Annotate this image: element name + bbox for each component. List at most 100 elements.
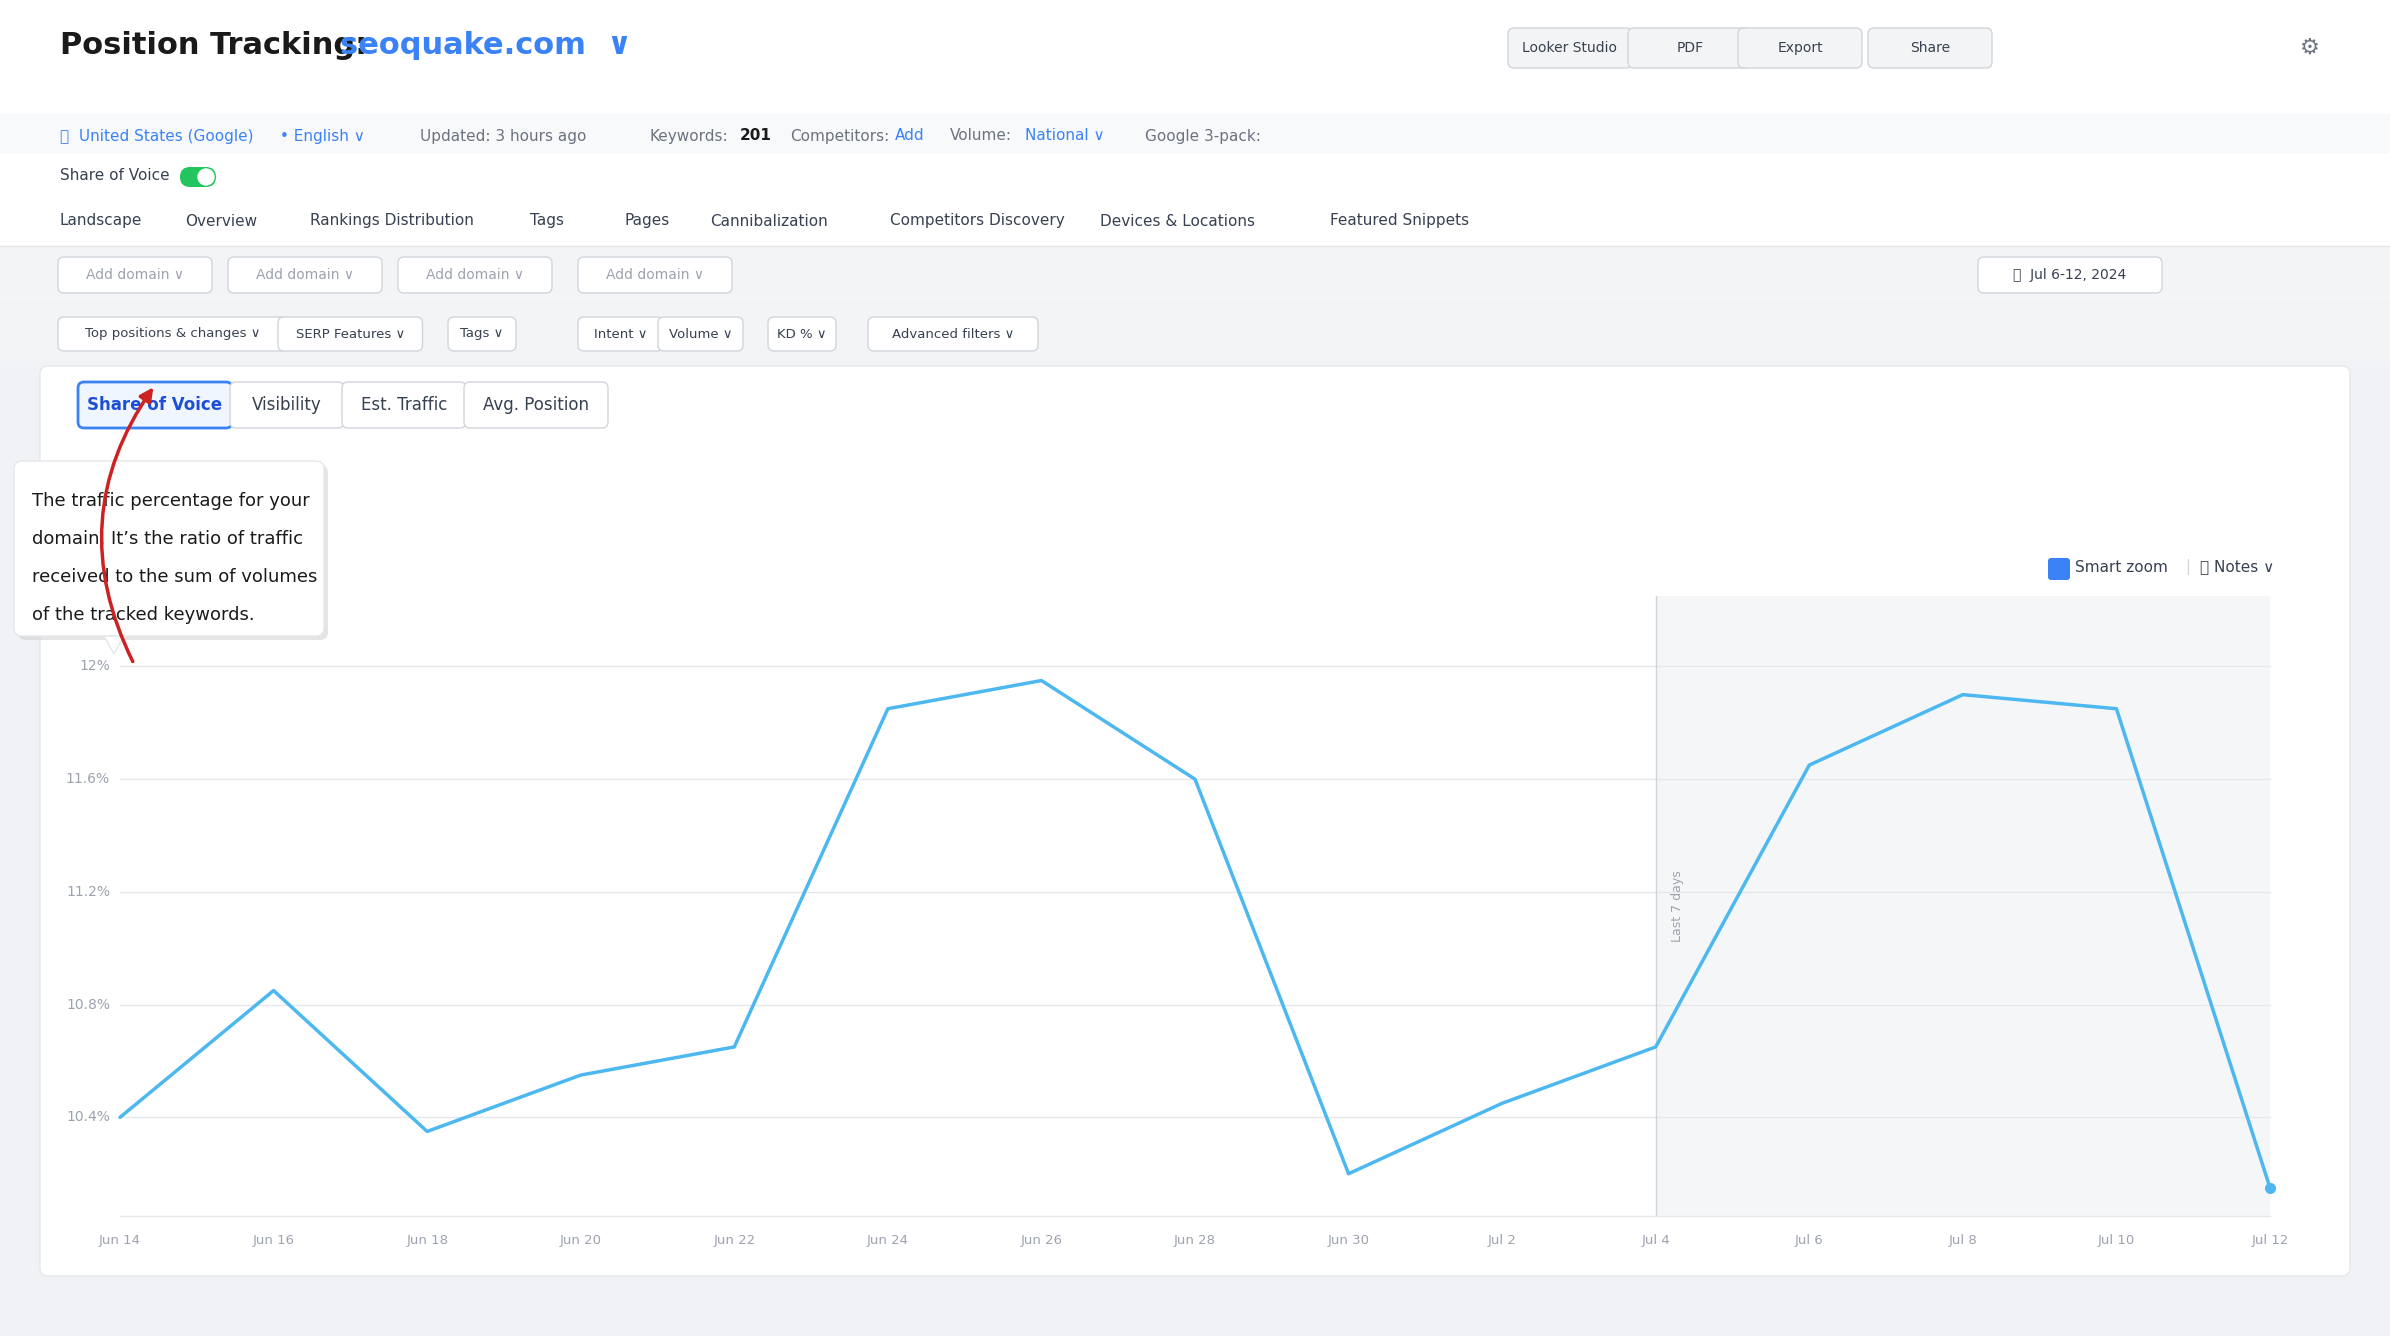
Text: |: | [2184, 558, 2189, 574]
Text: Jul 8: Jul 8 [1948, 1234, 1977, 1246]
Text: Smart zoom: Smart zoom [2075, 560, 2168, 574]
FancyBboxPatch shape [1508, 28, 1632, 68]
Text: Advanced filters ∨: Advanced filters ∨ [891, 327, 1013, 341]
FancyBboxPatch shape [57, 257, 213, 293]
FancyBboxPatch shape [19, 465, 327, 640]
Text: Overview: Overview [184, 214, 258, 228]
Text: Cannibalization: Cannibalization [710, 214, 827, 228]
Text: Jul 10: Jul 10 [2098, 1234, 2134, 1246]
FancyBboxPatch shape [79, 382, 232, 428]
Bar [0, 196, 2390, 246]
FancyBboxPatch shape [447, 317, 516, 351]
FancyBboxPatch shape [1869, 28, 1991, 68]
Text: Intent ∨: Intent ∨ [593, 327, 648, 341]
FancyBboxPatch shape [1510, 29, 1630, 65]
Text: Share of Voice: Share of Voice [88, 395, 222, 414]
Text: Keywords:: Keywords: [650, 128, 729, 143]
Text: ⚙: ⚙ [2299, 37, 2321, 57]
FancyBboxPatch shape [1628, 28, 1752, 68]
Text: Add domain ∨: Add domain ∨ [256, 269, 354, 282]
Text: Jul 12: Jul 12 [2251, 1234, 2290, 1246]
Text: 📋 Notes ∨: 📋 Notes ∨ [2201, 560, 2275, 574]
Text: Top positions & changes ∨: Top positions & changes ∨ [86, 327, 261, 341]
Circle shape [198, 168, 215, 184]
Text: PDF: PDF [1675, 41, 1704, 55]
Text: • English ∨: • English ∨ [280, 128, 366, 143]
Text: Jun 28: Jun 28 [1173, 1234, 1217, 1246]
Text: 11.2%: 11.2% [67, 884, 110, 899]
FancyBboxPatch shape [1869, 29, 1991, 65]
Bar [0, 246, 2390, 301]
Text: Position Tracking:: Position Tracking: [60, 32, 368, 60]
FancyBboxPatch shape [57, 317, 287, 351]
FancyBboxPatch shape [79, 558, 100, 578]
FancyBboxPatch shape [229, 382, 344, 428]
Text: Volume ∨: Volume ∨ [669, 327, 731, 341]
Text: Looker Studio: Looker Studio [1522, 41, 1618, 55]
Text: Google 3-pack:: Google 3-pack: [1145, 128, 1262, 143]
Text: 🖥  United States (Google): 🖥 United States (Google) [60, 128, 253, 143]
Text: Add domain ∨: Add domain ∨ [607, 269, 705, 282]
Text: Share: Share [1910, 41, 1950, 55]
Text: Jun 24: Jun 24 [868, 1234, 908, 1246]
Text: 201: 201 [741, 128, 772, 143]
Text: Export: Export [1778, 41, 1824, 55]
FancyBboxPatch shape [227, 257, 382, 293]
Text: Competitors:: Competitors: [791, 128, 889, 143]
Text: Jun 26: Jun 26 [1021, 1234, 1064, 1246]
Text: Jun 30: Jun 30 [1326, 1234, 1369, 1246]
Text: Visibility: Visibility [251, 395, 323, 414]
Bar [0, 0, 2390, 116]
Text: seoquake.com: seoquake.com [91, 469, 201, 484]
Text: Jun 22: Jun 22 [712, 1234, 755, 1246]
Text: 11.6%: 11.6% [67, 772, 110, 786]
FancyBboxPatch shape [1740, 29, 1859, 65]
Text: Jun 16: Jun 16 [253, 1234, 294, 1246]
Bar [0, 303, 2390, 361]
Text: Pages: Pages [626, 214, 669, 228]
FancyBboxPatch shape [399, 257, 552, 293]
Text: Competitors Discovery: Competitors Discovery [889, 214, 1066, 228]
Polygon shape [105, 636, 124, 655]
Text: Avg. Position: Avg. Position [483, 395, 588, 414]
FancyBboxPatch shape [578, 257, 731, 293]
Text: KD % ∨: KD % ∨ [777, 327, 827, 341]
Text: -1.69: -1.69 [225, 512, 275, 530]
Text: The traffic percentage for your: The traffic percentage for your [31, 492, 311, 510]
FancyBboxPatch shape [342, 382, 466, 428]
Text: 10.8%: 10.8% [67, 998, 110, 1011]
Text: domain. It’s the ratio of traffic: domain. It’s the ratio of traffic [31, 530, 304, 548]
Bar [1656, 596, 2270, 1216]
Text: Devices & Locations: Devices & Locations [1099, 214, 1255, 228]
FancyBboxPatch shape [767, 317, 836, 351]
Text: Updated: 3 hours ago: Updated: 3 hours ago [421, 128, 586, 143]
Text: of the tracked keywords.: of the tracked keywords. [31, 607, 256, 624]
Text: Add domain ∨: Add domain ∨ [86, 269, 184, 282]
Text: received to the sum of volumes: received to the sum of volumes [31, 568, 318, 587]
Text: Est. Traffic: Est. Traffic [361, 395, 447, 414]
FancyBboxPatch shape [1738, 28, 1862, 68]
Text: Jul 4: Jul 4 [1642, 1234, 1671, 1246]
FancyBboxPatch shape [868, 317, 1037, 351]
Bar [0, 114, 2390, 156]
FancyBboxPatch shape [277, 317, 423, 351]
Text: Jul 6: Jul 6 [1795, 1234, 1824, 1246]
FancyBboxPatch shape [2048, 558, 2070, 580]
Text: Featured Snippets: Featured Snippets [1329, 214, 1470, 228]
Text: Rankings Distribution: Rankings Distribution [311, 214, 473, 228]
Text: Add domain ∨: Add domain ∨ [425, 269, 523, 282]
FancyBboxPatch shape [14, 461, 325, 636]
Text: Jun 20: Jun 20 [559, 1234, 602, 1246]
Text: SERP Features ∨: SERP Features ∨ [296, 327, 404, 341]
Text: National ∨: National ∨ [1025, 128, 1104, 143]
Text: Volume:: Volume: [949, 128, 1011, 143]
Text: 10.22%: 10.22% [91, 500, 275, 542]
FancyBboxPatch shape [464, 382, 607, 428]
Text: seoquake.com  ∨: seoquake.com ∨ [339, 32, 631, 60]
Text: Add: Add [894, 128, 925, 143]
Text: 📅  Jul 6-12, 2024: 📅 Jul 6-12, 2024 [2012, 269, 2127, 282]
Text: seoquake.com: seoquake.com [105, 560, 215, 574]
Bar [0, 154, 2390, 196]
Text: Share of Voice: Share of Voice [60, 168, 170, 183]
FancyBboxPatch shape [1630, 29, 1749, 65]
